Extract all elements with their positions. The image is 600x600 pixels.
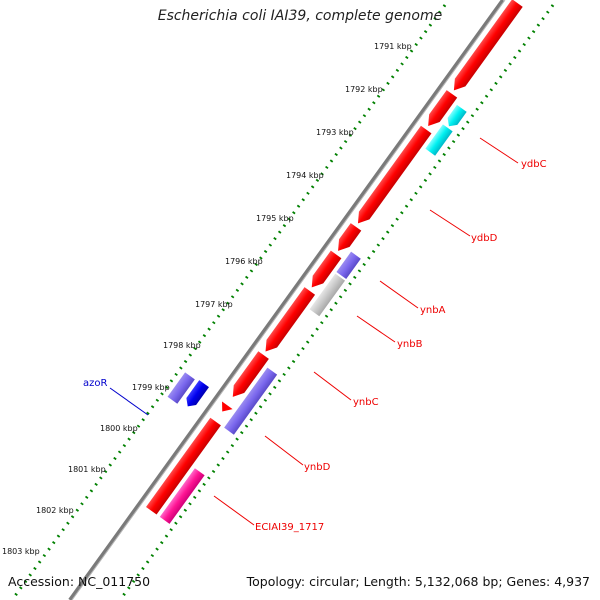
gene-label-ydbC: ydbC bbox=[521, 159, 547, 170]
kbp-label: 1795 kbp bbox=[256, 214, 294, 223]
gene-arrow-top[interactable] bbox=[449, 0, 523, 94]
gene-block-ynbD[interactable] bbox=[224, 367, 278, 435]
accession-text: Accession: NC_011750 bbox=[8, 574, 151, 589]
inner-scale-dots bbox=[118, 4, 555, 600]
callout-line-azoR bbox=[109, 387, 149, 416]
kbp-label: 1794 kbp bbox=[286, 171, 324, 180]
kbp-label: 1799 kbp bbox=[132, 383, 170, 392]
gene-arrow-ECIAI39_1717[interactable] bbox=[146, 417, 221, 515]
map-title: Escherichia coli IAI39, complete genome bbox=[157, 8, 443, 24]
kbp-label: 1800 kbp bbox=[100, 424, 138, 433]
gene-arrow-a[interactable] bbox=[423, 90, 458, 130]
kbp-label: 1801 kbp bbox=[68, 465, 106, 474]
kbp-label: 1791 kbp bbox=[374, 42, 412, 51]
gene-block-ydbC[interactable] bbox=[425, 124, 453, 156]
kbp-label: 1803 kbp bbox=[2, 547, 40, 556]
gene-arrow-ydbD[interactable] bbox=[353, 125, 432, 228]
gene-arrow-small[interactable] bbox=[217, 401, 233, 416]
kbp-label: 1798 kbp bbox=[163, 341, 201, 350]
topology-text: Topology: circular; Length: 5,132,068 bp… bbox=[246, 574, 590, 589]
gene-block-azoR[interactable] bbox=[167, 372, 195, 404]
gene-label-ydbD: ydbD bbox=[471, 233, 498, 244]
kbp-label: 1802 kbp bbox=[36, 506, 74, 515]
gene-label-ECIAI39_1717: ECIAI39_1717 bbox=[255, 522, 324, 533]
kbp-label: 1797 kbp bbox=[195, 300, 233, 309]
gene-label-azoR: azoR bbox=[83, 378, 107, 389]
gene-arrow-b[interactable] bbox=[333, 223, 362, 255]
gene-label-ynbD: ynbD bbox=[304, 462, 331, 473]
gene-arrow-d[interactable] bbox=[228, 351, 269, 401]
kbp-label: 1793 kbp bbox=[316, 128, 354, 137]
gene-label-ynbA: ynbA bbox=[420, 305, 446, 316]
gene-label-ynbC: ynbC bbox=[353, 397, 379, 408]
gene-arrow-c[interactable] bbox=[307, 250, 342, 292]
gene-arrow-inner-top[interactable] bbox=[444, 104, 467, 130]
genome-backbone-highlight bbox=[71, 0, 506, 600]
gene-block-ynbA[interactable] bbox=[336, 251, 361, 279]
gene-block-ynbB[interactable] bbox=[309, 273, 346, 317]
gene-label-ynbB: ynbB bbox=[397, 339, 423, 350]
gene-arrow-azoR[interactable] bbox=[183, 380, 209, 410]
genome-backbone bbox=[68, 0, 505, 600]
gene-arrow-ynbC[interactable] bbox=[261, 287, 316, 355]
kbp-label: 1796 kbp bbox=[225, 257, 263, 266]
callout-lines bbox=[213, 137, 519, 526]
kbp-label: 1792 kbp bbox=[345, 85, 383, 94]
gene-block-pink[interactable] bbox=[159, 468, 205, 524]
